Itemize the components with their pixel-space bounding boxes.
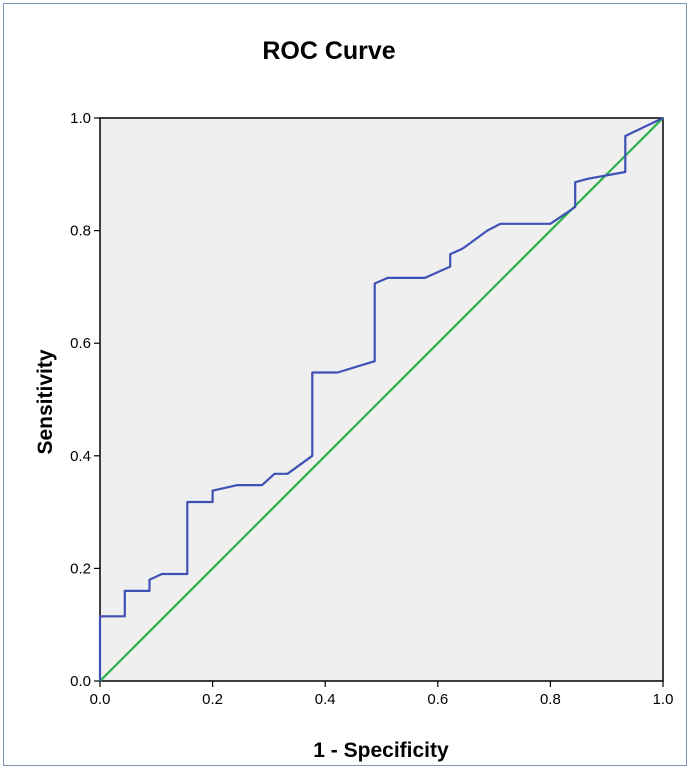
x-tick-label: 0.4 [315, 691, 336, 708]
y-axis-title: Sensitivity [34, 349, 57, 454]
y-tick-label: 0.6 [70, 335, 91, 352]
roc-curve-line [98, 117, 664, 681]
x-axis-title: 1 - Specificity [313, 739, 449, 762]
chart-frame: ROC Curve 0.0 0.2 0.4 0.6 0.8 1.0 0.0 0.2 0.4 0.… [3, 3, 687, 766]
y-tick-label: 1.0 [70, 110, 91, 127]
x-axis: 0.0 0.2 0.4 0.6 0.8 1.0 [90, 681, 674, 708]
x-tick-label: 0.0 [90, 691, 111, 708]
y-axis: 0.0 0.2 0.4 0.6 0.8 1.0 [70, 110, 100, 690]
x-tick-label: 0.8 [540, 691, 561, 708]
y-tick-label: 0.2 [70, 560, 91, 577]
y-tick-label: 0.4 [70, 448, 91, 465]
y-tick-label: 0.0 [70, 673, 91, 690]
roc-chart: ROC Curve 0.0 0.2 0.4 0.6 0.8 1.0 0.00.20.40.… [34, 37, 674, 762]
chart-title: ROC Curve [262, 37, 395, 65]
x-tick-label: 0.2 [202, 691, 223, 708]
x-tick-label: 1.0 [653, 691, 674, 708]
y-tick-label: 0.8 [70, 223, 91, 240]
series-layer [98, 117, 664, 682]
x-tick-label: 0.6 [427, 691, 448, 708]
